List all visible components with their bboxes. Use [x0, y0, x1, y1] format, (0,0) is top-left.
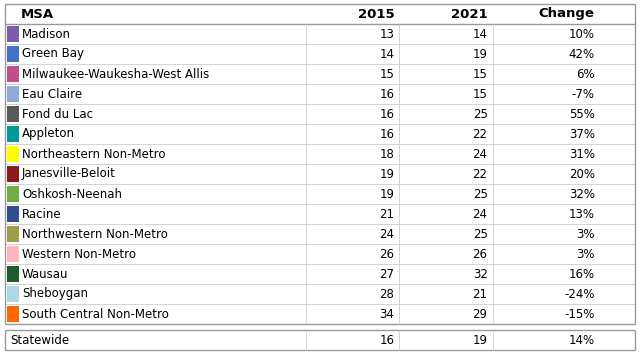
Text: 20%: 20% — [569, 168, 595, 181]
Text: South Central Non-Metro: South Central Non-Metro — [22, 308, 169, 321]
Text: Statewide: Statewide — [10, 334, 69, 346]
Text: 24: 24 — [380, 228, 394, 241]
Bar — [7, 206, 19, 222]
Text: 19: 19 — [472, 47, 488, 61]
Text: Racine: Racine — [22, 208, 61, 220]
Bar — [7, 26, 19, 42]
Text: 16: 16 — [380, 334, 394, 346]
Text: 18: 18 — [380, 148, 394, 160]
Text: 27: 27 — [380, 267, 394, 280]
Text: 15: 15 — [380, 67, 394, 80]
Text: 22: 22 — [472, 127, 488, 140]
Text: 16: 16 — [380, 127, 394, 140]
Text: 32%: 32% — [569, 187, 595, 200]
Text: 14: 14 — [472, 28, 488, 41]
Text: 15: 15 — [473, 67, 488, 80]
Text: 14: 14 — [380, 47, 394, 61]
Bar — [7, 166, 19, 182]
Bar — [7, 146, 19, 162]
Text: -15%: -15% — [564, 308, 595, 321]
Text: 37%: 37% — [569, 127, 595, 140]
Text: 19: 19 — [380, 168, 394, 181]
Text: 21: 21 — [472, 288, 488, 300]
Text: 25: 25 — [473, 187, 488, 200]
Bar — [7, 46, 19, 62]
Text: Western Non-Metro: Western Non-Metro — [22, 247, 136, 261]
Text: 21: 21 — [380, 208, 394, 220]
Text: 34: 34 — [380, 308, 394, 321]
Bar — [7, 226, 19, 242]
Text: 19: 19 — [380, 187, 394, 200]
Bar — [7, 66, 19, 82]
Bar — [7, 106, 19, 122]
Text: 32: 32 — [473, 267, 488, 280]
Text: Green Bay: Green Bay — [22, 47, 84, 61]
Text: 42%: 42% — [568, 47, 595, 61]
Text: 15: 15 — [473, 88, 488, 101]
Text: 55%: 55% — [569, 107, 595, 121]
Text: 24: 24 — [472, 148, 488, 160]
Text: MSA: MSA — [21, 8, 54, 20]
Text: Fond du Lac: Fond du Lac — [22, 107, 93, 121]
Text: -24%: -24% — [564, 288, 595, 300]
Text: Sheboygan: Sheboygan — [22, 288, 88, 300]
Text: Oshkosh-Neenah: Oshkosh-Neenah — [22, 187, 122, 200]
Text: 29: 29 — [472, 308, 488, 321]
Bar — [7, 126, 19, 142]
Text: Milwaukee-Waukesha-West Allis: Milwaukee-Waukesha-West Allis — [22, 67, 209, 80]
Bar — [7, 306, 19, 322]
Bar — [7, 246, 19, 262]
Text: 6%: 6% — [576, 67, 595, 80]
Text: Northeastern Non-Metro: Northeastern Non-Metro — [22, 148, 166, 160]
Text: 31%: 31% — [569, 148, 595, 160]
Text: 10%: 10% — [569, 28, 595, 41]
Text: 25: 25 — [473, 107, 488, 121]
Text: Janesville-Beloit: Janesville-Beloit — [22, 168, 116, 181]
Text: 13: 13 — [380, 28, 394, 41]
Text: Change: Change — [539, 8, 595, 20]
Text: 26: 26 — [380, 247, 394, 261]
Text: 16: 16 — [380, 107, 394, 121]
Bar — [7, 86, 19, 102]
Text: Appleton: Appleton — [22, 127, 75, 140]
Bar — [7, 286, 19, 302]
Text: 2015: 2015 — [358, 8, 394, 20]
Bar — [7, 186, 19, 202]
Text: 3%: 3% — [576, 228, 595, 241]
Text: 14%: 14% — [568, 334, 595, 346]
Text: 24: 24 — [472, 208, 488, 220]
Text: 25: 25 — [473, 228, 488, 241]
Text: 3%: 3% — [576, 247, 595, 261]
Text: 16%: 16% — [568, 267, 595, 280]
Text: Madison: Madison — [22, 28, 71, 41]
Text: Northwestern Non-Metro: Northwestern Non-Metro — [22, 228, 168, 241]
Text: 19: 19 — [472, 334, 488, 346]
Text: 2021: 2021 — [451, 8, 488, 20]
Text: Eau Claire: Eau Claire — [22, 88, 82, 101]
Text: 28: 28 — [380, 288, 394, 300]
Text: -7%: -7% — [572, 88, 595, 101]
Text: 13%: 13% — [569, 208, 595, 220]
Text: 26: 26 — [472, 247, 488, 261]
Text: Wausau: Wausau — [22, 267, 68, 280]
Text: 22: 22 — [472, 168, 488, 181]
Text: 16: 16 — [380, 88, 394, 101]
Bar — [7, 266, 19, 282]
